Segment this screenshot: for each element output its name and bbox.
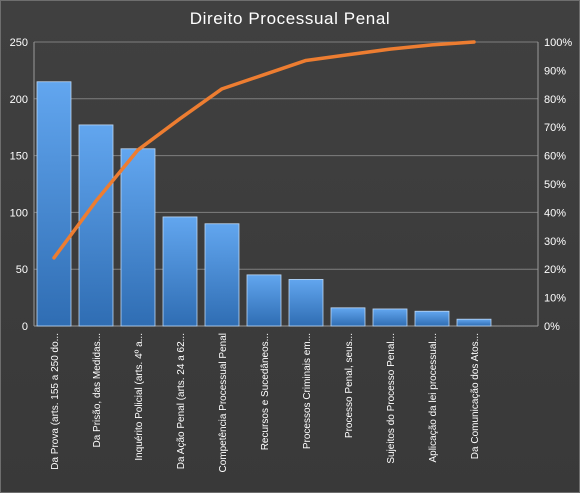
category-label: Da Ação Penal (arts. 24 a 62...: [176, 333, 187, 469]
left-tick-label: 200: [10, 94, 28, 106]
bar: [204, 223, 240, 327]
left-axis-tick-labels: 0 50 100 150 200 250: [10, 37, 28, 333]
line-point: [430, 43, 434, 47]
line-point: [262, 73, 266, 77]
bar: [288, 279, 324, 327]
right-tick-label: 100%: [544, 37, 572, 49]
right-tick-label: 80%: [544, 94, 566, 106]
right-tick-label: 50%: [544, 179, 566, 191]
left-tick-label: 100: [10, 207, 28, 219]
category-label: Recursos e Sucedâneos...: [260, 333, 271, 450]
right-tick-label: 90%: [544, 65, 566, 77]
line-point: [472, 40, 476, 44]
right-tick-label: 70%: [544, 122, 566, 134]
line-point: [178, 117, 182, 121]
bar: [330, 307, 366, 327]
category-label: Da Prisão, das Medidas...: [92, 333, 103, 448]
category-labels: Da Prova (arts. 155 a 250 do... Da Prisão…: [50, 333, 481, 473]
chart-title: Direito Processual Penal: [190, 9, 391, 28]
line-point: [346, 53, 350, 57]
bar: [414, 310, 450, 327]
category-label: Da Prova (arts. 155 a 250 do...: [50, 333, 61, 470]
bar: [120, 148, 156, 327]
bar: [162, 216, 198, 327]
line-point: [52, 256, 56, 260]
category-label: Sujeitos do Processo Penal...: [386, 333, 397, 464]
category-label: Processo Penal, seus...: [344, 333, 355, 438]
line-point: [220, 87, 224, 91]
left-tick-label: 150: [10, 151, 28, 163]
right-tick-label: 40%: [544, 207, 566, 219]
bar: [246, 274, 282, 327]
bar: [78, 124, 114, 327]
bar: [456, 318, 492, 327]
category-label: Da Comunicação dos Atos...: [470, 333, 481, 459]
category-label: Inquérito Policial (arts. 4º a...: [134, 333, 145, 461]
bar-series: [36, 81, 492, 327]
category-label: Processos Criminais em...: [302, 333, 313, 449]
left-tick-label: 250: [10, 37, 28, 49]
bar: [372, 308, 408, 327]
cumulative-line-series: [52, 40, 476, 260]
line-point: [304, 58, 308, 62]
right-tick-label: 30%: [544, 236, 566, 248]
right-axis-tick-labels: 0% 10% 20% 30% 40% 50% 60% 70% 80% 90% 100%: [544, 37, 572, 333]
right-tick-label: 0%: [544, 321, 560, 333]
bar: [36, 81, 72, 327]
left-tick-label: 0: [22, 321, 28, 333]
category-label: Aplicação da lei processual...: [428, 333, 439, 463]
category-label: Competência Processual Penal: [218, 333, 229, 473]
line-point: [388, 47, 392, 51]
line-point: [136, 148, 140, 152]
right-tick-label: 60%: [544, 151, 566, 163]
left-tick-label: 50: [16, 264, 28, 276]
line-point: [94, 199, 98, 203]
right-tick-label: 10%: [544, 293, 566, 305]
right-tick-label: 20%: [544, 264, 566, 276]
